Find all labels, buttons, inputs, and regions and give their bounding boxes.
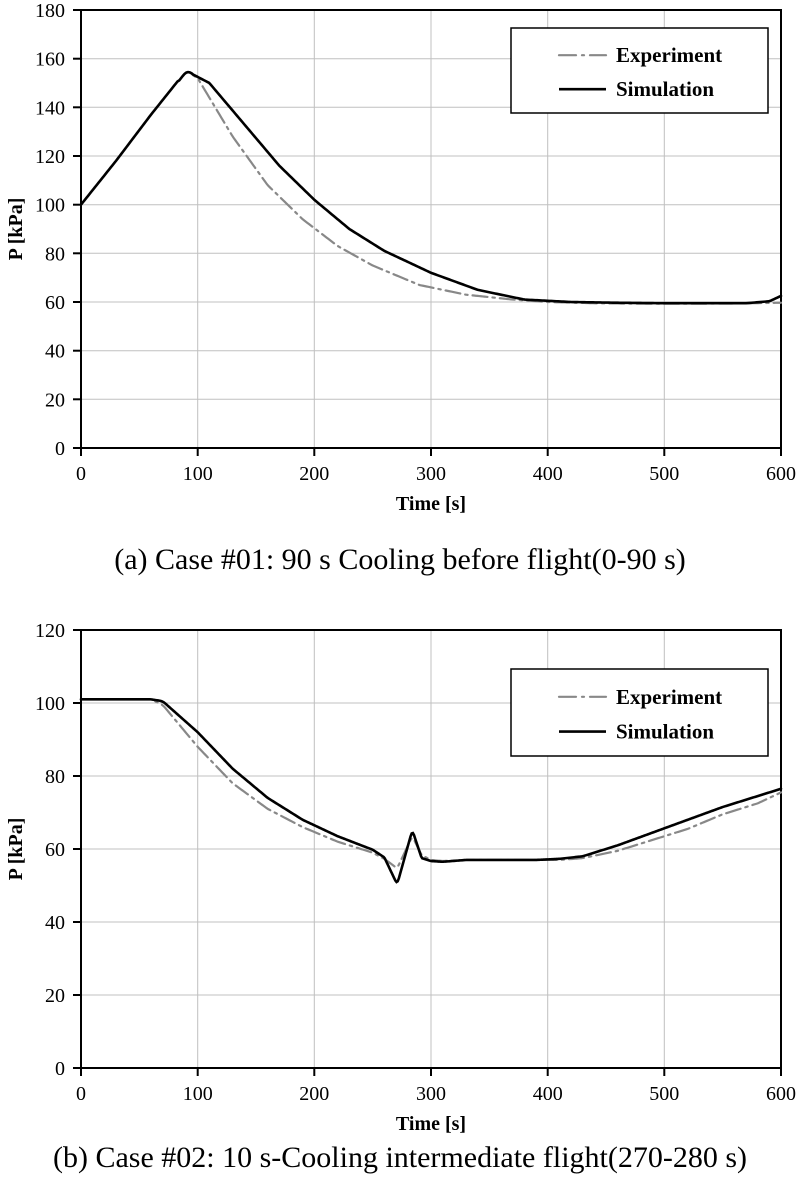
svg-text:0: 0 — [55, 438, 65, 460]
svg-text:40: 40 — [45, 912, 65, 934]
svg-text:60: 60 — [45, 292, 65, 314]
svg-text:Time [s]: Time [s] — [396, 1113, 466, 1135]
svg-text:300: 300 — [416, 1083, 446, 1105]
svg-text:80: 80 — [45, 243, 65, 265]
svg-text:140: 140 — [35, 97, 65, 119]
svg-text:200: 200 — [299, 463, 329, 485]
svg-text:100: 100 — [35, 693, 65, 715]
svg-text:0: 0 — [55, 1058, 65, 1080]
svg-text:600: 600 — [766, 1083, 796, 1105]
svg-text:Time [s]: Time [s] — [396, 493, 466, 515]
svg-text:500: 500 — [649, 1083, 679, 1105]
svg-text:Simulation: Simulation — [616, 77, 714, 101]
svg-text:40: 40 — [45, 341, 65, 363]
svg-text:0: 0 — [76, 1083, 86, 1105]
svg-text:400: 400 — [533, 463, 563, 485]
svg-text:P [kPa]: P [kPa] — [5, 818, 27, 881]
svg-text:20: 20 — [45, 389, 65, 411]
svg-text:100: 100 — [183, 463, 213, 485]
svg-text:100: 100 — [183, 1083, 213, 1105]
svg-text:600: 600 — [766, 463, 796, 485]
svg-text:20: 20 — [45, 985, 65, 1007]
svg-text:120: 120 — [35, 620, 65, 642]
svg-text:120: 120 — [35, 146, 65, 168]
svg-text:300: 300 — [416, 463, 446, 485]
svg-text:400: 400 — [533, 1083, 563, 1105]
svg-text:180: 180 — [35, 0, 65, 22]
svg-text:Experiment: Experiment — [616, 685, 722, 709]
svg-text:200: 200 — [299, 1083, 329, 1105]
svg-text:Experiment: Experiment — [616, 43, 722, 67]
svg-text:Simulation: Simulation — [616, 720, 714, 744]
svg-text:60: 60 — [45, 839, 65, 861]
svg-text:160: 160 — [35, 49, 65, 71]
svg-text:0: 0 — [76, 463, 86, 485]
svg-text:80: 80 — [45, 766, 65, 788]
svg-text:500: 500 — [649, 463, 679, 485]
svg-text:P [kPa]: P [kPa] — [5, 198, 27, 261]
svg-text:100: 100 — [35, 195, 65, 217]
